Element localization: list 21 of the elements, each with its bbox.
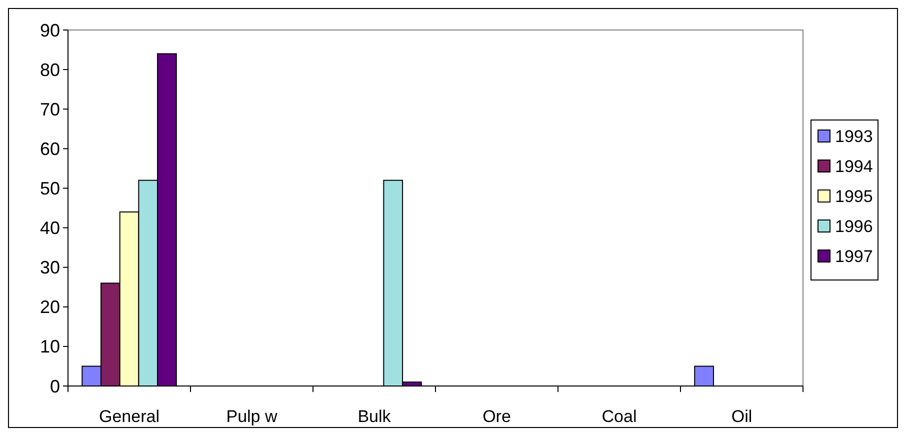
legend-label: 1995	[835, 186, 873, 206]
y-tick-label: 30	[40, 258, 60, 278]
y-tick-label: 20	[40, 297, 60, 318]
legend-label: 1993	[835, 126, 873, 146]
y-tick-label: 60	[40, 138, 60, 159]
legend-label: 1996	[835, 216, 873, 236]
y-tick-label: 10	[40, 336, 60, 357]
x-tick-label: Bulk	[358, 407, 392, 426]
y-tick-label: 80	[40, 60, 60, 80]
y-tick-label: 90	[40, 20, 60, 40]
x-tick-label: Oil	[731, 407, 752, 426]
x-tick-label: Ore	[482, 407, 511, 426]
x-tick-label: General	[99, 407, 160, 426]
y-tick-label: 40	[40, 218, 60, 238]
y-tick-label: 0	[50, 376, 60, 396]
x-tick-label: Coal	[602, 407, 637, 426]
legend-label: 1994	[835, 156, 873, 176]
legend-label: 1997	[835, 246, 873, 266]
y-tick-label: 50	[40, 178, 60, 199]
x-tick-label: Pulp w	[226, 407, 278, 426]
y-tick-label: 70	[40, 99, 60, 120]
